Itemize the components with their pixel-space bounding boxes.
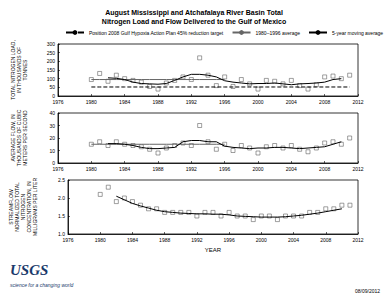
svg-text:250: 250 <box>47 50 56 56</box>
svg-text:1984: 1984 <box>119 99 130 105</box>
svg-text:0: 0 <box>52 93 55 99</box>
svg-text:2008: 2008 <box>320 237 331 243</box>
svg-text:08/09/2012: 08/09/2012 <box>355 288 380 294</box>
svg-text:40: 40 <box>49 110 55 116</box>
svg-text:2000: 2000 <box>252 99 263 105</box>
svg-text:1988: 1988 <box>159 237 170 243</box>
svg-text:1980: 1980 <box>86 166 97 172</box>
svg-text:1.0: 1.0 <box>58 231 65 237</box>
svg-text:100: 100 <box>47 76 56 82</box>
svg-text:5-year moving average: 5-year moving average <box>332 30 383 36</box>
svg-text:1976: 1976 <box>62 237 73 243</box>
svg-text:CONCENTRATION, IN: CONCENTRATION, IN <box>26 181 32 233</box>
svg-text:150: 150 <box>47 67 56 73</box>
svg-text:1976: 1976 <box>52 99 63 105</box>
svg-text:2004: 2004 <box>286 166 297 172</box>
svg-text:2008: 2008 <box>319 166 330 172</box>
svg-text:USGS: USGS <box>10 262 48 278</box>
svg-text:YEAR: YEAR <box>205 247 222 253</box>
svg-text:science for a changing world: science for a changing world <box>10 282 74 288</box>
svg-text:STREAMFLOW: STREAMFLOW <box>8 189 14 225</box>
svg-text:1984: 1984 <box>119 166 130 172</box>
svg-text:10: 10 <box>49 148 55 154</box>
svg-text:2004: 2004 <box>288 237 299 243</box>
svg-text:1976: 1976 <box>52 166 63 172</box>
svg-text:Position 2008 Gulf Hypoxia Act: Position 2008 Gulf Hypoxia Action Plan 4… <box>89 30 224 36</box>
svg-text:TOTAL NITROGEN LOAD,: TOTAL NITROGEN LOAD, <box>10 40 16 100</box>
svg-text:1980: 1980 <box>86 99 97 105</box>
svg-text:Nitrogen Load and Flow Deliver: Nitrogen Load and Flow Delivered to the … <box>102 18 286 26</box>
svg-text:2000: 2000 <box>252 166 263 172</box>
svg-text:2012: 2012 <box>352 166 363 172</box>
svg-text:50: 50 <box>49 84 55 90</box>
svg-text:200: 200 <box>47 58 56 64</box>
svg-text:1980: 1980 <box>95 237 106 243</box>
svg-text:2012: 2012 <box>352 237 363 243</box>
svg-text:20: 20 <box>49 135 55 141</box>
svg-text:1992: 1992 <box>186 99 197 105</box>
svg-text:1.5: 1.5 <box>58 213 65 219</box>
svg-text:2.5: 2.5 <box>58 177 65 183</box>
svg-text:1996: 1996 <box>219 99 230 105</box>
svg-text:1988: 1988 <box>152 166 163 172</box>
svg-text:1984: 1984 <box>127 237 138 243</box>
svg-text:2000: 2000 <box>256 237 267 243</box>
svg-text:METERS PER SECOND: METERS PER SECOND <box>22 110 28 166</box>
svg-text:1988: 1988 <box>152 99 163 105</box>
svg-text:300: 300 <box>47 41 56 47</box>
svg-text:2.0: 2.0 <box>58 195 65 201</box>
svg-text:0: 0 <box>52 160 55 166</box>
svg-text:August Mississippi and Atchafa: August Mississippi and Atchafalaya River… <box>105 9 283 17</box>
svg-text:1996: 1996 <box>219 166 230 172</box>
svg-text:30: 30 <box>49 123 55 129</box>
svg-text:1992: 1992 <box>191 237 202 243</box>
svg-text:1996: 1996 <box>224 237 235 243</box>
svg-text:2004: 2004 <box>286 99 297 105</box>
svg-text:AVERAGE FLOW, IN: AVERAGE FLOW, IN <box>10 114 16 162</box>
svg-text:NORMALIZED TOTAL: NORMALIZED TOTAL <box>14 182 20 232</box>
svg-text:IN THOUSANDS OF: IN THOUSANDS OF <box>16 47 22 93</box>
svg-text:NITROGEN: NITROGEN <box>20 193 26 221</box>
svg-text:2008: 2008 <box>319 99 330 105</box>
svg-text:MILLIGRAMS PER LITER: MILLIGRAMS PER LITER <box>32 178 38 236</box>
svg-text:1992: 1992 <box>186 166 197 172</box>
svg-text:THOUSANDS OF CUBIC: THOUSANDS OF CUBIC <box>16 109 22 167</box>
svg-text:1980–1996 average: 1980–1996 average <box>256 30 301 36</box>
svg-text:2012: 2012 <box>352 99 363 105</box>
svg-text:TONNES: TONNES <box>22 59 28 80</box>
